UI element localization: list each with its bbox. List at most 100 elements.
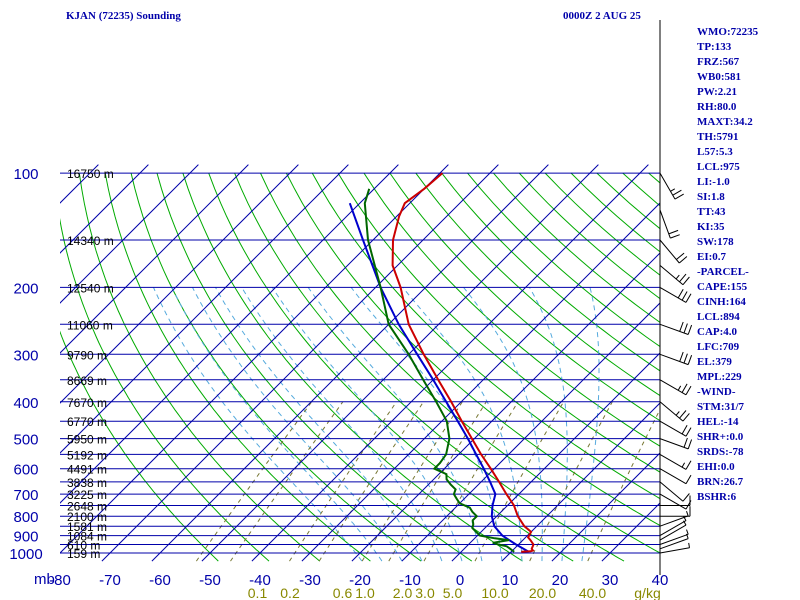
wind-barb xyxy=(659,529,689,545)
pressure-label: 500 xyxy=(13,432,38,449)
dry-adiabat xyxy=(78,173,321,562)
stability-index: PW:2.21 xyxy=(697,86,737,98)
wind-barb xyxy=(659,468,692,485)
isotherm xyxy=(101,164,499,562)
height-label: 3838 m xyxy=(67,476,107,490)
mixing-ratio-line xyxy=(195,401,313,562)
mixing-ratio-line xyxy=(587,408,660,562)
isotherm xyxy=(60,164,449,554)
mixing-ratio-label: 1.0 xyxy=(355,585,375,600)
mixing-ratio-label: 40.0 xyxy=(579,585,606,600)
isotherm xyxy=(251,164,649,562)
stability-index: WB0:581 xyxy=(697,71,741,83)
height-label: 8669 m xyxy=(67,374,107,388)
isotherm xyxy=(301,202,660,562)
height-label: 14340 m xyxy=(67,234,114,248)
wind-barb xyxy=(659,420,692,437)
height-label: 2648 m xyxy=(67,500,107,514)
wind-barb xyxy=(659,481,690,502)
wind-barb xyxy=(659,239,688,264)
wind-barbs xyxy=(659,172,693,554)
dry-adiabat xyxy=(60,330,219,562)
moist-adiabat xyxy=(463,287,543,562)
isotherm xyxy=(501,402,660,562)
temperature-tick-label: -70 xyxy=(99,572,121,589)
wind-barb xyxy=(659,321,693,335)
dry-adiabat xyxy=(311,172,660,500)
dry-adiabat xyxy=(467,172,660,348)
isotherm xyxy=(60,164,349,454)
stability-index: RH:80.0 xyxy=(697,101,737,113)
stability-index: EL:379 xyxy=(697,356,732,368)
temperature-tick-label: -10 xyxy=(399,572,421,589)
stability-index: TT:43 xyxy=(697,206,726,218)
dry-adiabat xyxy=(285,172,660,527)
pressure-label: 200 xyxy=(13,280,38,297)
height-label: 2100 m xyxy=(67,510,107,524)
chart-title: KJAN (72235) Sounding xyxy=(66,10,181,22)
height-label: 16750 m xyxy=(67,167,114,181)
wind-barb xyxy=(659,542,690,554)
isotherm xyxy=(201,164,599,562)
wind-barb xyxy=(659,401,690,422)
temperature-tick-label: -60 xyxy=(149,572,171,589)
wind-barb xyxy=(660,495,691,506)
temperature-tick-label: 10 xyxy=(502,572,519,589)
wind-barb xyxy=(659,286,692,303)
isotherm xyxy=(351,252,660,562)
wind-barb xyxy=(659,437,693,450)
isotherm xyxy=(60,164,399,504)
dry-adiabat xyxy=(60,217,270,562)
stability-index: MPL:229 xyxy=(697,371,742,383)
dry-adiabat xyxy=(441,172,660,372)
pressure-label: 700 xyxy=(13,487,38,504)
moist-adiabats xyxy=(153,287,600,562)
dry-adiabat xyxy=(260,172,660,554)
wind-barb xyxy=(659,493,692,510)
temperature-tick-label: -30 xyxy=(299,572,321,589)
mixing-ratio-labels: 0.1 0.2 0.6 1.0 2.0 3.0 5.0 10.0 20.0 40.0 g/kg xyxy=(248,585,661,600)
height-label: 5950 m xyxy=(67,433,107,447)
wind-barb xyxy=(659,265,690,286)
mixing-ratio-line xyxy=(289,401,397,562)
isotherm xyxy=(151,164,549,562)
pressure-label: 100 xyxy=(13,166,38,183)
height-label: 6770 m xyxy=(67,415,107,429)
wind-barb xyxy=(659,351,693,366)
stability-index: LFC:709 xyxy=(697,341,740,353)
stability-index: HEL:-14 xyxy=(697,416,739,428)
height-label: 7670 m xyxy=(67,396,107,410)
height-labels: 16750 m 14340 m 12540 m 11060 m 9790 m 8669 m… xyxy=(67,167,114,561)
mixing-ratio-lines xyxy=(195,401,660,562)
temperature-tick-label: -50 xyxy=(199,572,221,589)
sounding-traces xyxy=(348,172,535,553)
pressure-label: 900 xyxy=(13,529,38,546)
stability-index: SI:1.8 xyxy=(697,191,725,203)
moist-adiabat xyxy=(307,287,483,562)
mixing-ratio-line xyxy=(230,401,344,562)
mixing-ratio-label: 5.0 xyxy=(443,585,463,600)
stability-indices: WMO:72235 TP:133 FRZ:567 WB0:581 PW:2.21 RH:8… xyxy=(697,26,759,503)
stability-index: KI:35 xyxy=(697,221,725,233)
mixing-ratio-line xyxy=(423,401,519,562)
stability-index: BRN:26.7 xyxy=(697,476,744,488)
temperature-tick-labels: -80 -70 -60 -50 -40 -30 -20 -10 0 10 20 30 40 xyxy=(49,572,668,589)
stability-index: EI:0.7 xyxy=(697,251,727,263)
isobars xyxy=(60,172,660,554)
temperature-tick-label: -20 xyxy=(349,572,371,589)
stability-index: CAP:4.0 xyxy=(697,326,738,338)
temperature-trace xyxy=(391,172,535,553)
height-label: 12540 m xyxy=(67,281,114,295)
height-label: 9790 m xyxy=(67,348,107,362)
dry-adiabat xyxy=(156,172,473,562)
dry-adiabat xyxy=(182,172,523,562)
stability-index: SRDS:-78 xyxy=(697,446,744,458)
isotherm xyxy=(60,164,149,254)
pressure-label: 300 xyxy=(13,347,38,364)
temperature-tick-label: 40 xyxy=(652,572,669,589)
mixing-ratio-label: 0.2 xyxy=(280,585,300,600)
pressure-label: 600 xyxy=(13,462,38,479)
stability-index: TH:5791 xyxy=(697,131,739,143)
